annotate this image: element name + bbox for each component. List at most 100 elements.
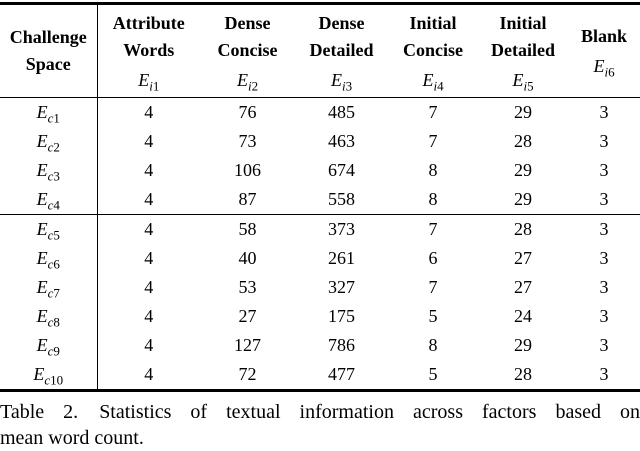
column-title: Concise: [403, 39, 463, 60]
table-cell: 6: [428, 248, 438, 268]
table-cell: 3: [599, 364, 609, 384]
table-cell: 8: [428, 335, 438, 355]
table-cell: 558: [328, 189, 355, 209]
table-cell: 4: [144, 364, 154, 384]
table-caption: Table 2. Statistics of textual informati…: [0, 399, 640, 451]
table-cell: 87: [238, 189, 257, 209]
table-cell: 27: [238, 306, 257, 326]
table-cell: 29: [514, 189, 532, 209]
table-row: Ec9 4 127 786 8 29 3: [0, 331, 640, 360]
table-cell: 58: [200, 214, 295, 244]
table-cell: 3: [599, 277, 609, 297]
table-cell: 3: [599, 160, 609, 180]
table-row: Ec8 4 27 175 5 24 3: [0, 302, 640, 331]
column-title: Detailed: [491, 39, 555, 60]
table-cell: 4: [144, 160, 154, 180]
row-header-line: Challenge: [9, 27, 87, 47]
table-cell: 4: [144, 277, 154, 297]
row-header-line: Space: [25, 54, 71, 74]
column-variable: Ei2: [236, 69, 259, 94]
caption-label: Table 2.: [0, 401, 79, 423]
table-cell: 29: [514, 335, 532, 355]
table-cell: 24: [514, 306, 532, 326]
column-title: Attribute: [112, 12, 185, 33]
row-label: Ec5: [0, 214, 98, 244]
column-header: Dense Concise Ei2: [200, 4, 295, 98]
table-row: Ec1 4 76 485 7 29 3: [0, 97, 640, 127]
table-cell: 327: [328, 277, 355, 297]
table-cell: 106: [234, 160, 261, 180]
table-row: Ec2 4 73 463 7 28 3: [0, 127, 640, 156]
table-cell: 8: [428, 160, 438, 180]
column-title: Blank: [580, 26, 628, 46]
row-label: Ec3: [0, 156, 98, 185]
table-cell: 4: [144, 131, 154, 151]
table-row: Ec3 4 106 674 8 29 3: [0, 156, 640, 185]
table-cell: 76: [238, 102, 257, 122]
table-cell: 4: [144, 306, 154, 326]
column-title: Initial: [499, 12, 547, 33]
column-variable: Ei6: [593, 56, 615, 80]
column-header: Blank Ei6: [568, 4, 640, 98]
table-header-row: Challenge Space Attribute Words Ei1 Dense Co…: [0, 3, 640, 98]
row-label: Ec4: [0, 185, 98, 215]
table-cell: 261: [328, 248, 355, 268]
column-title: Words: [123, 39, 175, 60]
column-header: Initial Concise Ei4: [388, 4, 478, 98]
table-cell: 29: [514, 160, 532, 180]
table-cell: 4: [144, 102, 154, 122]
column-variable: Ei5: [512, 69, 534, 94]
column-title: Detailed: [309, 39, 374, 60]
table-cell: 8: [428, 189, 438, 209]
caption-line-1: Table 2. Statistics of textual informati…: [0, 399, 640, 425]
table-cell: 73: [238, 131, 257, 151]
table-cell: 485: [328, 102, 355, 122]
table-cell: 463: [328, 131, 355, 151]
table-cell: 3: [568, 214, 640, 244]
row-label: Ec8: [0, 302, 98, 331]
table-cell: 786: [328, 335, 355, 355]
table-cell: 5: [428, 306, 438, 326]
column-variable: Ei3: [330, 69, 353, 94]
table-cell: 373: [295, 214, 388, 244]
table-cell: 7: [428, 102, 438, 122]
row-header-cell: Challenge Space: [0, 3, 98, 98]
table-cell: 27: [514, 248, 532, 268]
column-header: Dense Detailed Ei3: [295, 4, 388, 98]
table-cell: 7: [428, 277, 438, 297]
table-cell: 27: [514, 277, 532, 297]
caption-line-2: mean word count.: [0, 427, 144, 449]
table-row: Ec4 4 87 558 8 29 3: [0, 185, 640, 215]
column-header: Initial Detailed Ei5: [478, 4, 568, 98]
table-cell: 4: [144, 189, 154, 209]
table-cell: 28: [514, 364, 532, 384]
table-cell: 175: [328, 306, 355, 326]
row-label: Ec6: [0, 244, 98, 273]
table-cell: 674: [328, 160, 355, 180]
row-label: Ec10: [0, 360, 98, 391]
table-cell: 28: [514, 131, 532, 151]
table-row: Ec5 4 58 373 7 28 3: [0, 214, 640, 244]
table-row: Ec7 4 53 327 7 27 3: [0, 273, 640, 302]
table-cell: 3: [599, 189, 609, 209]
table-cell: 477: [328, 364, 355, 384]
statistics-table: Challenge Space Attribute Words Ei1 Dense Co…: [0, 2, 640, 392]
table-cell: 53: [238, 277, 257, 297]
column-variable: Ei1: [138, 69, 160, 94]
table-cell: 3: [599, 131, 609, 151]
caption-text: Statistics of textual information across…: [99, 401, 640, 423]
table-cell: 7: [388, 214, 478, 244]
table-row: Ec10 4 72 477 5 28 3: [0, 360, 640, 391]
table-cell: 5: [428, 364, 438, 384]
table-cell: 4: [144, 248, 154, 268]
column-header: Attribute Words Ei1: [97, 4, 200, 98]
table-cell: 3: [599, 102, 609, 122]
table-row: Ec6 4 40 261 6 27 3: [0, 244, 640, 273]
table-cell: 28: [478, 214, 568, 244]
table-cell: 3: [599, 306, 609, 326]
column-title: Concise: [217, 39, 278, 60]
table-cell: 3: [599, 248, 609, 268]
column-title: Dense: [224, 12, 271, 33]
row-label: Ec9: [0, 331, 98, 360]
table-cell: 72: [238, 364, 257, 384]
